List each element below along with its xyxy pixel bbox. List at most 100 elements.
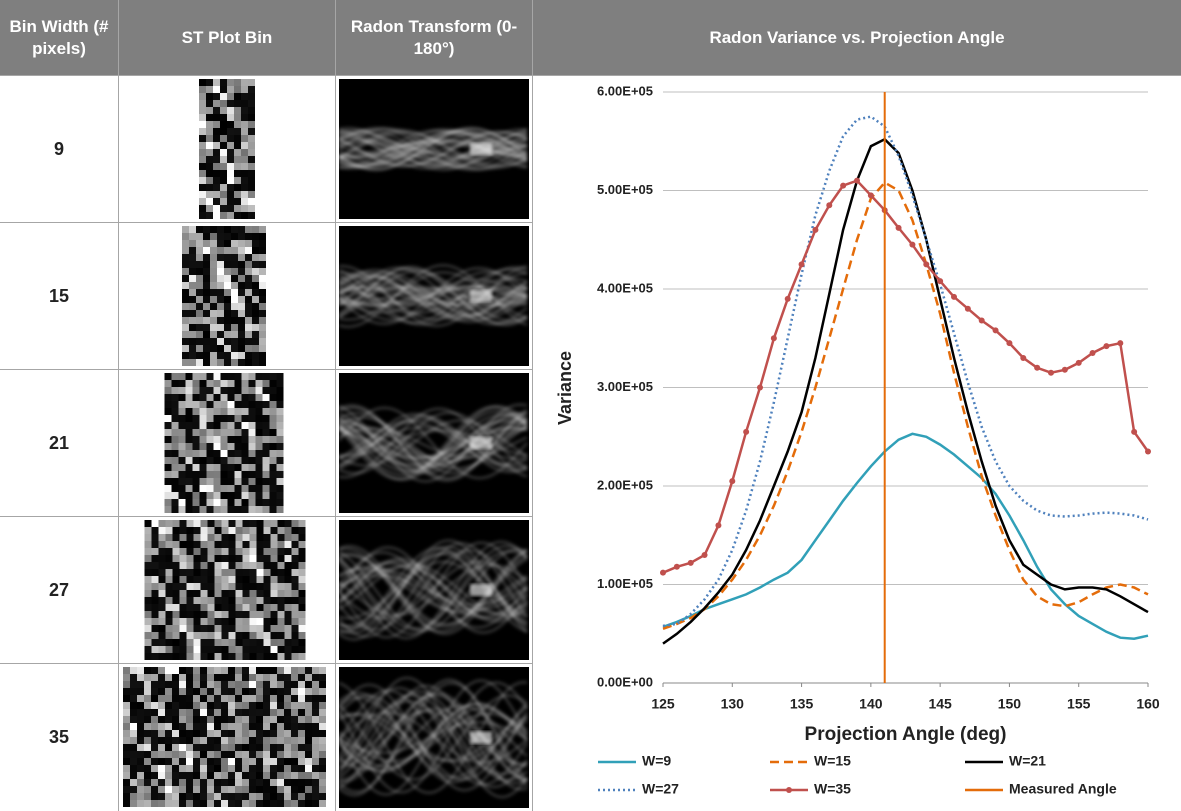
pixel xyxy=(319,702,326,709)
pixel xyxy=(248,163,255,170)
pixel xyxy=(249,716,256,723)
pixel xyxy=(241,408,249,415)
sinusoid xyxy=(338,417,527,469)
pixel xyxy=(291,758,298,765)
pixel xyxy=(241,184,248,191)
pixel xyxy=(193,583,201,590)
pixel xyxy=(186,618,194,625)
pixel xyxy=(270,709,277,716)
pixel xyxy=(263,730,270,737)
pixel xyxy=(228,793,235,800)
pixel xyxy=(277,730,284,737)
pixel xyxy=(291,583,299,590)
pixel xyxy=(248,128,255,135)
pixel xyxy=(165,548,173,555)
pixel xyxy=(256,646,264,653)
pixel xyxy=(214,723,221,730)
pixel xyxy=(158,555,166,562)
pixel xyxy=(165,646,173,653)
pixel xyxy=(242,800,249,807)
pixel xyxy=(319,751,326,758)
pixel xyxy=(249,744,256,751)
pixel xyxy=(227,373,235,380)
pixel xyxy=(298,618,306,625)
pixel xyxy=(207,688,214,695)
pixel xyxy=(200,548,208,555)
pixel xyxy=(269,429,277,436)
pixel xyxy=(263,688,270,695)
y-tick-label: 6.00E+05 xyxy=(597,83,653,98)
pixel xyxy=(172,674,179,681)
pixel xyxy=(238,338,245,345)
pixel xyxy=(182,324,189,331)
pixel xyxy=(277,688,284,695)
pixel xyxy=(312,751,319,758)
pixel xyxy=(249,569,257,576)
pixel xyxy=(189,303,196,310)
pixel xyxy=(284,786,291,793)
pixel xyxy=(207,520,215,527)
pixel xyxy=(144,709,151,716)
pixel xyxy=(207,569,215,576)
pixel xyxy=(242,611,250,618)
pixel xyxy=(291,611,299,618)
pixel xyxy=(262,401,270,408)
pixel xyxy=(203,345,210,352)
pixel xyxy=(227,114,234,121)
pixel xyxy=(199,191,206,198)
pixel xyxy=(256,548,264,555)
pixel xyxy=(171,415,179,422)
sinusoid xyxy=(337,681,529,794)
pixel xyxy=(269,394,277,401)
pixel xyxy=(220,86,227,93)
pixel xyxy=(172,716,179,723)
pixel xyxy=(276,415,284,422)
pixel xyxy=(252,345,259,352)
pixel xyxy=(214,765,221,772)
pixel xyxy=(200,786,207,793)
pixel xyxy=(312,800,319,807)
pixel xyxy=(224,240,231,247)
pixel xyxy=(231,226,238,233)
pixel xyxy=(312,695,319,702)
pixel xyxy=(270,527,278,534)
pixel xyxy=(172,786,179,793)
pixel xyxy=(256,681,263,688)
pixel xyxy=(224,254,231,261)
pixel xyxy=(179,702,186,709)
pixel xyxy=(284,709,291,716)
pixel xyxy=(298,534,306,541)
pixel xyxy=(284,723,291,730)
pixel xyxy=(298,737,305,744)
pixel xyxy=(259,324,266,331)
pixel xyxy=(269,485,277,492)
pixel xyxy=(245,310,252,317)
pixel xyxy=(234,380,242,387)
pixel xyxy=(199,499,207,506)
pixel xyxy=(284,534,292,541)
pixel xyxy=(224,233,231,240)
pixel xyxy=(144,534,152,541)
pixel xyxy=(284,632,292,639)
series-marker xyxy=(951,293,957,300)
pixel xyxy=(252,233,259,240)
pixel xyxy=(235,597,243,604)
pixel xyxy=(213,156,220,163)
pixel xyxy=(255,380,263,387)
pixel xyxy=(228,716,235,723)
pixel xyxy=(235,800,242,807)
pixel xyxy=(130,674,137,681)
pixel xyxy=(249,639,257,646)
pixel xyxy=(207,534,215,541)
pixel xyxy=(151,681,158,688)
pixel xyxy=(234,100,241,107)
pixel xyxy=(256,576,264,583)
pixel xyxy=(249,611,257,618)
pixel xyxy=(238,303,245,310)
pixel xyxy=(277,709,284,716)
pixel xyxy=(242,786,249,793)
pixel xyxy=(277,800,284,807)
pixel xyxy=(144,569,152,576)
pixel xyxy=(241,93,248,100)
pixel xyxy=(245,331,252,338)
